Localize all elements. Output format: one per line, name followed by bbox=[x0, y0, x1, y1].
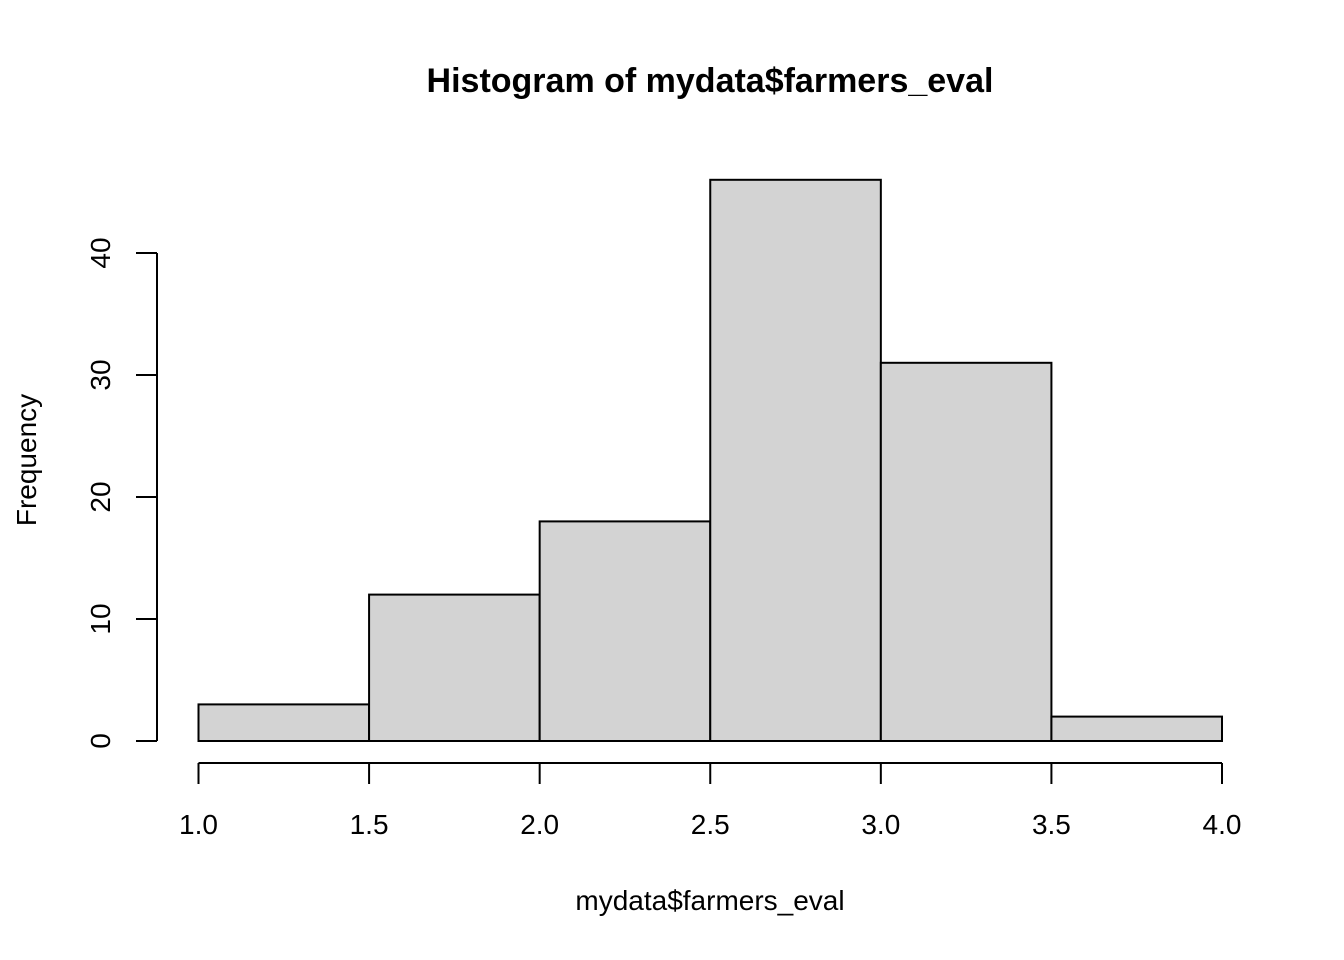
histogram-bar bbox=[538, 520, 712, 743]
y-axis-label: Frequency bbox=[11, 394, 42, 526]
x-tick-label: 4.0 bbox=[1203, 809, 1242, 840]
y-tick-label: 0 bbox=[85, 733, 116, 749]
bars-group bbox=[197, 178, 1223, 743]
x-tick-label: 2.0 bbox=[520, 809, 559, 840]
y-axis: 0 10 20 30 40 bbox=[85, 237, 158, 749]
x-tick-label: 3.5 bbox=[1032, 809, 1071, 840]
x-tick-label: 2.5 bbox=[691, 809, 730, 840]
y-tick-label: 10 bbox=[85, 603, 116, 634]
histogram-bar bbox=[197, 703, 371, 743]
histogram-bar bbox=[709, 178, 882, 743]
x-axis: 1.0 1.5 2.0 2.5 3.0 3.5 4.0 bbox=[179, 762, 1242, 840]
y-tick-label: 20 bbox=[85, 481, 116, 512]
histogram-bar bbox=[368, 593, 541, 742]
x-tick-label: 1.5 bbox=[350, 809, 389, 840]
histogram-bar bbox=[879, 361, 1053, 742]
y-tick-label: 40 bbox=[85, 237, 116, 268]
x-tick-label: 3.0 bbox=[861, 809, 900, 840]
histogram-bar bbox=[1050, 715, 1223, 742]
x-tick-label: 1.0 bbox=[179, 809, 218, 840]
chart-title: Histogram of mydata$farmers_eval bbox=[427, 62, 994, 100]
y-tick-label: 30 bbox=[85, 359, 116, 390]
x-axis-label: mydata$farmers_eval bbox=[575, 885, 844, 916]
